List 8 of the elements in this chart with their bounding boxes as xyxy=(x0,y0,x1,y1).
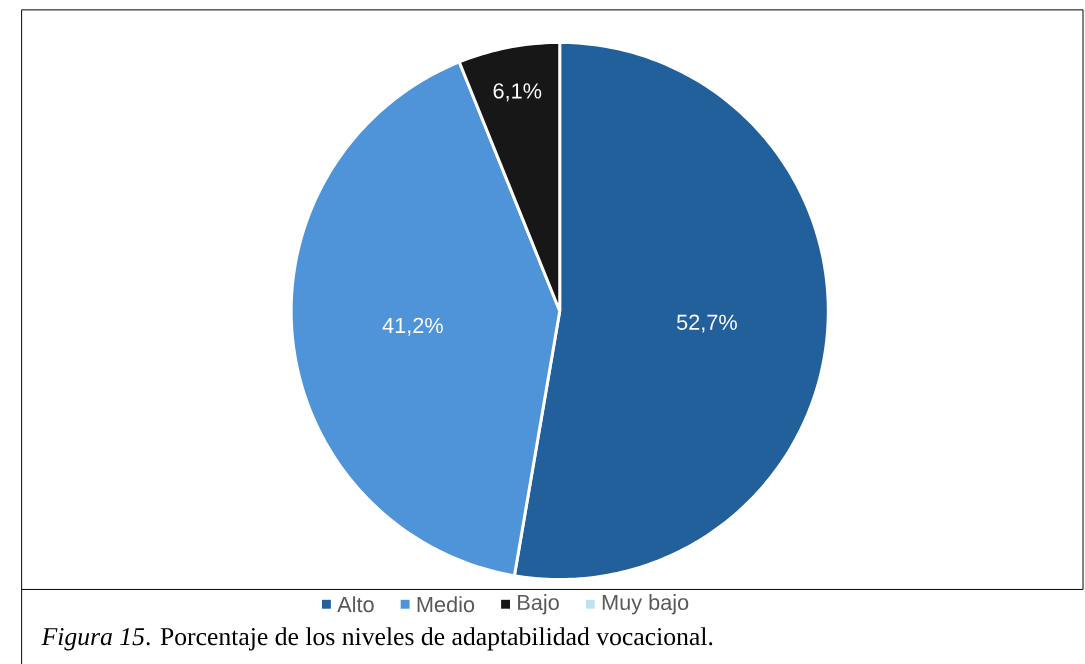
data-label: 6,1% xyxy=(493,82,542,101)
legend-label: Bajo xyxy=(518,593,559,615)
legend-label: Muy bajo xyxy=(602,593,689,615)
text: Figura 15. Porcentaje de los niveles de adaptabilidad vocacional. xyxy=(41,626,713,651)
legend-label: Alto xyxy=(337,596,374,612)
legend-label: Medio xyxy=(417,596,475,612)
data-label: 52,7% xyxy=(676,314,737,333)
data-label: 41,2% xyxy=(382,317,443,336)
